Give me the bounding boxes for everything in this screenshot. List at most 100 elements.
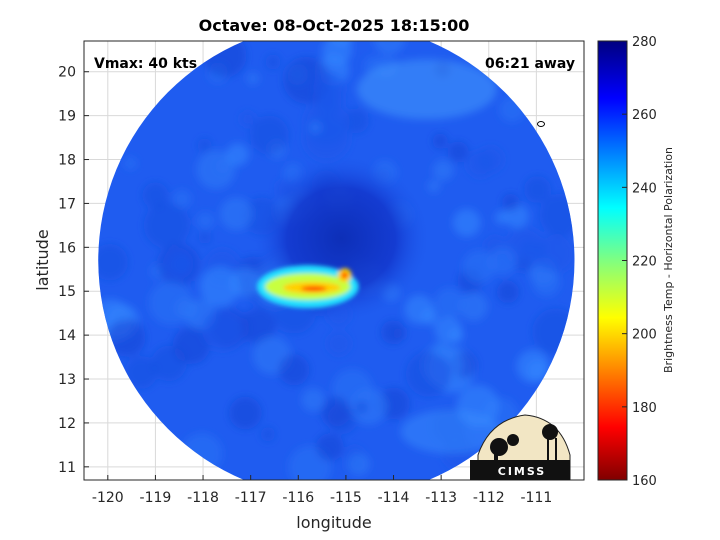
cold-cell-min — [341, 272, 348, 279]
x-axis-label: longitude — [296, 513, 371, 532]
chart-title: Octave: 08-Oct-2025 18:15:00 — [199, 16, 470, 35]
texture-blob — [219, 197, 253, 231]
texture-blob — [427, 179, 441, 193]
texture-blob — [527, 360, 548, 381]
texture-blob — [502, 193, 520, 212]
texture-blob — [198, 230, 212, 244]
texture-blob — [434, 287, 465, 318]
colorbar-tick-label: 160 — [632, 474, 657, 489]
y-tick-label: 14 — [58, 328, 76, 344]
texture-blob — [432, 159, 454, 181]
texture-blob — [142, 182, 169, 209]
texture-blob — [246, 72, 260, 85]
x-tick-label: -114 — [378, 490, 410, 506]
texture-blob — [260, 427, 275, 442]
y-tick-label: 18 — [58, 153, 76, 169]
texture-blob — [448, 328, 464, 344]
colorbar-tick-label: 220 — [632, 255, 657, 270]
texture-blob — [354, 400, 368, 414]
texture-blob — [344, 108, 369, 134]
texture-blob — [240, 111, 256, 127]
logo-text: CIMSS — [498, 465, 546, 478]
texture-blob — [172, 189, 192, 209]
texture-blob — [320, 396, 351, 427]
texture-blob — [448, 141, 469, 163]
texture-blob — [98, 243, 128, 281]
colorbar-label: Brightness Temp - Horizontal Polarizatio… — [662, 147, 675, 373]
texture-blob — [196, 211, 215, 230]
vmax-annotation: Vmax: 40 kts — [94, 56, 197, 72]
x-tick-label: -118 — [187, 490, 219, 506]
texture-blob — [215, 158, 231, 174]
x-ticks: -120 -119 -118 -117 -116 -115 -114 -113 -112 -111 — [92, 475, 552, 506]
colorbar-tick-label: 200 — [632, 328, 657, 343]
texture-blob — [488, 246, 517, 275]
texture-blob — [148, 280, 193, 325]
bright-band — [356, 59, 497, 120]
texture-blob — [301, 388, 326, 412]
texture-blob — [515, 257, 532, 273]
texture-blob — [124, 157, 137, 170]
texture-blob — [373, 41, 406, 55]
texture-blob — [326, 331, 351, 356]
cimss-logo: CIMSS — [470, 414, 571, 481]
x-tick-label: -112 — [473, 490, 505, 506]
texture-blob — [308, 120, 322, 135]
texture-blob — [172, 326, 211, 365]
y-axis-label: latitude — [33, 229, 52, 290]
texture-blob — [432, 341, 448, 358]
colorbar-tick-label: 260 — [632, 108, 657, 123]
texture-blob — [532, 268, 561, 297]
y-ticks: 11 12 13 14 15 16 17 18 19 20 — [58, 65, 89, 476]
texture-blob — [421, 308, 439, 326]
texture-blob — [143, 202, 190, 249]
x-tick-label: -111 — [520, 490, 552, 506]
texture-blob — [278, 354, 310, 386]
texture-blob — [459, 292, 488, 322]
y-tick-label: 20 — [58, 65, 76, 81]
y-tick-label: 15 — [58, 284, 76, 300]
colorbar-tick-label: 240 — [632, 181, 657, 196]
texture-blob — [229, 396, 262, 430]
texture-blob — [316, 433, 344, 461]
texture-blob — [346, 452, 370, 476]
texture-blob — [477, 146, 504, 173]
y-tick-label: 16 — [58, 240, 76, 256]
texture-blob — [107, 318, 146, 357]
texture-blob — [322, 41, 353, 65]
texture-blob — [380, 320, 405, 345]
texture-blob — [250, 115, 289, 155]
y-tick-label: 11 — [58, 460, 76, 476]
texture-blob — [462, 250, 496, 284]
texture-blob — [432, 133, 448, 149]
texture-blob — [496, 281, 519, 304]
texture-blob — [536, 233, 575, 273]
texture-blob — [313, 72, 345, 104]
colorbar-tick-label: 280 — [632, 35, 657, 50]
x-tick-label: -115 — [330, 490, 362, 506]
texture-blob — [202, 309, 244, 351]
texture-blob — [113, 307, 130, 323]
texture-blob — [226, 143, 249, 166]
y-tick-label: 13 — [58, 372, 76, 388]
x-tick-label: -117 — [235, 490, 267, 506]
bright-band — [400, 409, 501, 454]
axes-box — [83, 40, 585, 481]
texture-blob — [524, 176, 551, 203]
texture-blob — [520, 240, 539, 258]
texture-blob — [265, 54, 281, 70]
cold-core-min — [300, 286, 327, 292]
texture-blob — [124, 356, 158, 389]
texture-blob — [199, 266, 240, 307]
x-tick-label: -120 — [92, 490, 124, 506]
y-tick-label: 12 — [58, 416, 76, 432]
texture-blob — [197, 138, 212, 153]
colorbar-ticks: 160 180 200 220 240 260 280 — [622, 35, 657, 489]
texture-blob — [240, 308, 276, 344]
y-tick-label: 19 — [58, 109, 76, 125]
colorbar-tick-label: 180 — [632, 401, 657, 416]
texture-blob — [452, 208, 481, 237]
time-away-annotation: 06:21 away — [485, 56, 575, 72]
x-tick-label: -119 — [140, 490, 172, 506]
